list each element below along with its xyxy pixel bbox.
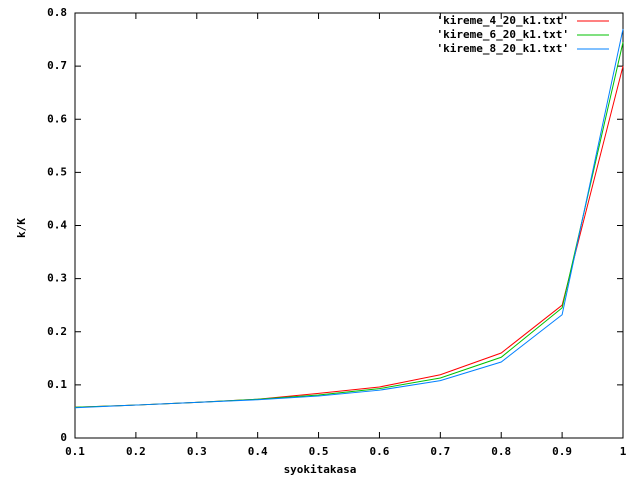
y-tick-label: 0.8 xyxy=(47,6,67,19)
x-tick-label: 0.6 xyxy=(370,445,390,458)
x-tick-label: 0.2 xyxy=(126,445,146,458)
x-tick-label: 0.3 xyxy=(187,445,207,458)
line-series xyxy=(74,28,624,409)
legend-label: 'kireme_4_20_k1.txt' xyxy=(437,14,569,27)
x-tick-label: 0.4 xyxy=(248,445,268,458)
y-tick-label: 0.2 xyxy=(47,325,67,338)
x-tick-label: 0.7 xyxy=(430,445,450,458)
x-axis-label: syokitakasa xyxy=(284,463,357,476)
legend-label: 'kireme_6_20_k1.txt' xyxy=(437,28,569,41)
y-tick-label: 0.7 xyxy=(47,59,67,72)
y-tick-label: 0.6 xyxy=(47,112,67,125)
x-tick-label: 1 xyxy=(620,445,627,458)
y-tick-label: 0.3 xyxy=(47,272,67,285)
y-axis-label: k/K xyxy=(15,218,28,238)
y-tick-label: 0.5 xyxy=(47,165,67,178)
y-tick-label: 0.1 xyxy=(47,378,67,391)
x-tick-label: 0.9 xyxy=(552,445,572,458)
legend-label: 'kireme_8_20_k1.txt' xyxy=(437,42,569,55)
y-tick-label: 0 xyxy=(60,431,67,444)
x-tick-label: 0.8 xyxy=(491,445,511,458)
x-tick-label: 0.5 xyxy=(309,445,329,458)
x-tick-label: 0.1 xyxy=(65,445,85,458)
y-tick-label: 0.4 xyxy=(47,219,67,232)
